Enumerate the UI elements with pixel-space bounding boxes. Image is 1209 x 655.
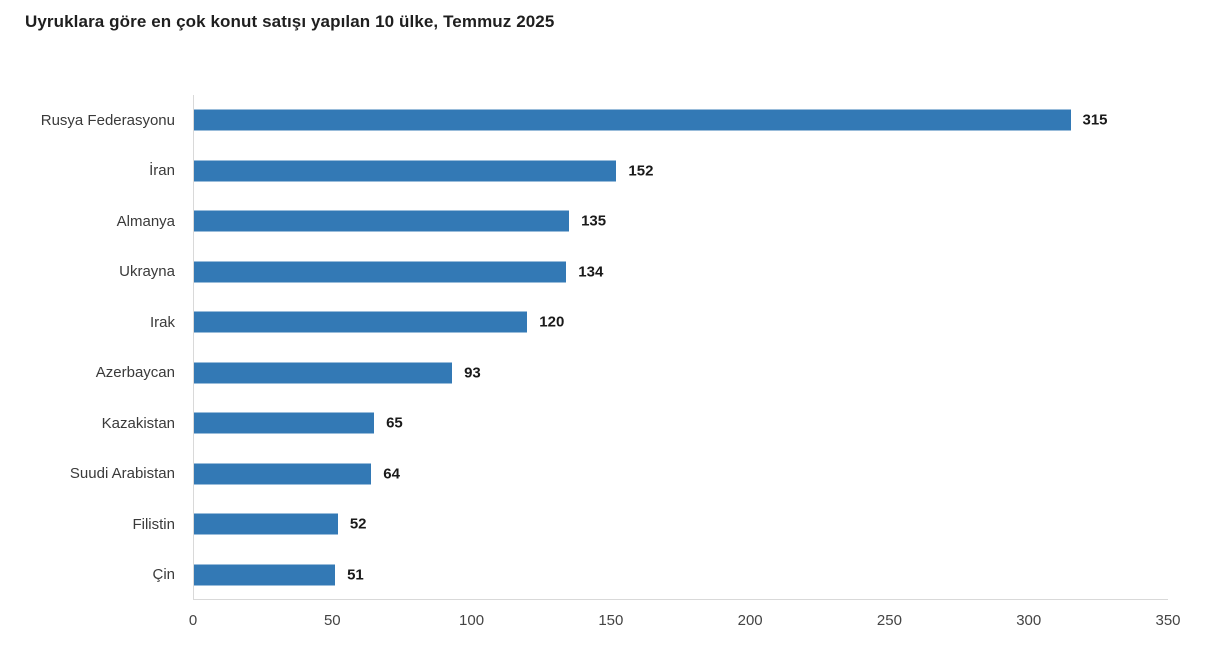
x-axis-line bbox=[193, 599, 1168, 600]
category-label: Kazakistan bbox=[101, 414, 175, 432]
bar-row: Ukrayna 134 bbox=[0, 247, 1209, 298]
x-axis-tick-labels: 0 50 100 150 200 250 300 350 bbox=[189, 612, 1181, 636]
bar-row: İran 152 bbox=[0, 146, 1209, 197]
bar bbox=[193, 160, 617, 182]
chart-title: Uyruklara göre en çok konut satışı yapıl… bbox=[25, 12, 555, 31]
value-label: 152 bbox=[628, 162, 654, 180]
bar-row: Almanya 135 bbox=[0, 196, 1209, 247]
bar-row: Çin 51 bbox=[0, 550, 1209, 601]
bar-track: 120 bbox=[193, 297, 1168, 348]
bar-track: 52 bbox=[193, 499, 1168, 550]
x-axis-tick: 250 bbox=[876, 612, 902, 629]
category-label: Ukrayna bbox=[119, 263, 175, 281]
bar-track: 315 bbox=[193, 95, 1168, 146]
bar-rows: Rusya Federasyonu 315 İran 152 Almanya 1… bbox=[0, 95, 1209, 600]
bar-row: Suudi Arabistan 64 bbox=[0, 449, 1209, 500]
bar bbox=[193, 311, 528, 333]
bar-chart-plot-area: Rusya Federasyonu 315 İran 152 Almanya 1… bbox=[0, 95, 1209, 600]
bar bbox=[193, 412, 375, 434]
x-axis-tick: 100 bbox=[459, 612, 485, 629]
value-label: 135 bbox=[581, 212, 607, 230]
value-label: 315 bbox=[1082, 111, 1108, 129]
bar-track: 65 bbox=[193, 398, 1168, 449]
category-label: İran bbox=[149, 162, 175, 180]
bar bbox=[193, 109, 1071, 131]
category-label: Suudi Arabistan bbox=[69, 465, 175, 483]
bar bbox=[193, 463, 372, 485]
bar bbox=[193, 362, 453, 384]
bar bbox=[193, 261, 567, 283]
x-axis-tick: 150 bbox=[598, 612, 624, 629]
x-axis-tick: 300 bbox=[1016, 612, 1042, 629]
category-label: Çin bbox=[152, 566, 175, 584]
x-axis-tick: 50 bbox=[323, 612, 341, 629]
value-label: 120 bbox=[539, 313, 565, 331]
bar-row: Filistin 52 bbox=[0, 499, 1209, 550]
category-label: Almanya bbox=[116, 212, 175, 230]
category-label: Azerbaycan bbox=[95, 364, 175, 382]
value-label: 134 bbox=[578, 263, 604, 281]
bar-track: 93 bbox=[193, 348, 1168, 399]
bar-row: Irak 120 bbox=[0, 297, 1209, 348]
y-axis-line bbox=[193, 95, 194, 600]
category-label: Irak bbox=[149, 313, 175, 331]
value-label: 51 bbox=[347, 566, 364, 584]
bar bbox=[193, 210, 570, 232]
value-label: 52 bbox=[349, 515, 367, 533]
x-axis-tick: 200 bbox=[737, 612, 763, 629]
bar bbox=[193, 513, 338, 535]
bar-track: 51 bbox=[193, 550, 1168, 601]
value-label: 93 bbox=[464, 364, 481, 382]
value-label: 65 bbox=[386, 414, 403, 432]
bar-track: 134 bbox=[193, 247, 1168, 298]
bar-track: 64 bbox=[193, 449, 1168, 500]
bar-track: 135 bbox=[193, 196, 1168, 247]
bar-track: 152 bbox=[193, 146, 1168, 197]
category-label: Rusya Federasyonu bbox=[40, 111, 175, 129]
value-label: 64 bbox=[383, 465, 400, 483]
bar bbox=[193, 564, 336, 586]
category-label: Filistin bbox=[132, 515, 175, 533]
bar-row: Azerbaycan 93 bbox=[0, 348, 1209, 399]
bar-row: Kazakistan 65 bbox=[0, 398, 1209, 449]
x-axis-tick: 350 bbox=[1155, 612, 1181, 629]
bar-row: Rusya Federasyonu 315 bbox=[0, 95, 1209, 146]
x-axis-tick: 0 bbox=[188, 612, 198, 629]
